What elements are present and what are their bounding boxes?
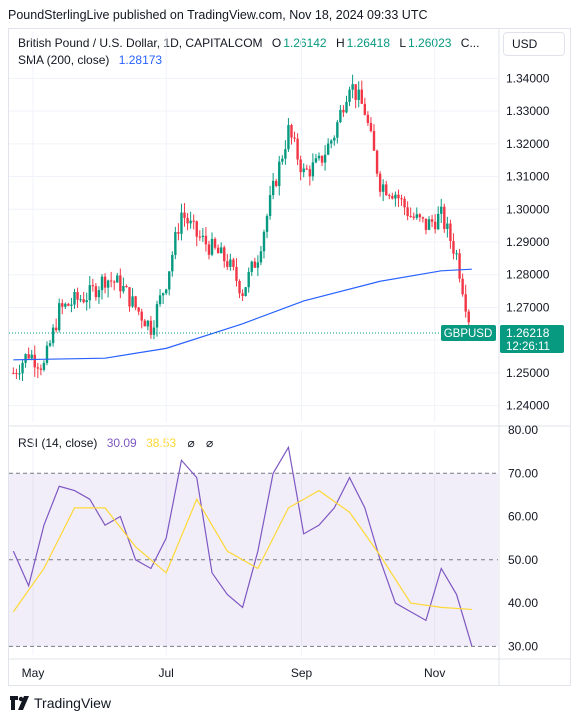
chart-frame	[8, 28, 571, 686]
open-value: 1.26142	[283, 36, 327, 50]
hide-icon[interactable]: ⌀	[206, 436, 214, 450]
rsi-ma-value: 38.53	[146, 436, 177, 450]
hide-icon[interactable]: ⌀	[187, 436, 195, 450]
sma-value: 1.28173	[118, 53, 163, 67]
tradingview-logo-icon	[10, 696, 29, 710]
brand[interactable]: TradingView	[10, 695, 111, 711]
currency-button[interactable]: USD	[503, 32, 565, 56]
close-label: C...	[460, 36, 480, 50]
high-label: H	[335, 36, 345, 50]
open-label: O	[271, 36, 282, 50]
symbol-legend[interactable]: British Pound / U.S. Dollar, 1D, CAPITAL…	[18, 36, 481, 50]
brand-name: TradingView	[34, 695, 112, 711]
low-label: L	[399, 36, 407, 50]
symbol-title: British Pound / U.S. Dollar, 1D, CAPITAL…	[18, 36, 263, 50]
publish-caption: PoundSterlingLive published on TradingVi…	[8, 8, 428, 22]
rsi-value: 30.09	[106, 436, 137, 450]
rsi-legend[interactable]: RSI (14, close) 30.09 38.53 ⌀ ⌀	[18, 436, 215, 450]
sma-label: SMA (200, close)	[18, 53, 110, 67]
low-value: 1.26023	[408, 36, 452, 50]
sma-legend[interactable]: SMA (200, close) 1.28173	[18, 53, 164, 67]
high-value: 1.26418	[346, 36, 391, 50]
rsi-label: RSI (14, close)	[18, 436, 98, 450]
